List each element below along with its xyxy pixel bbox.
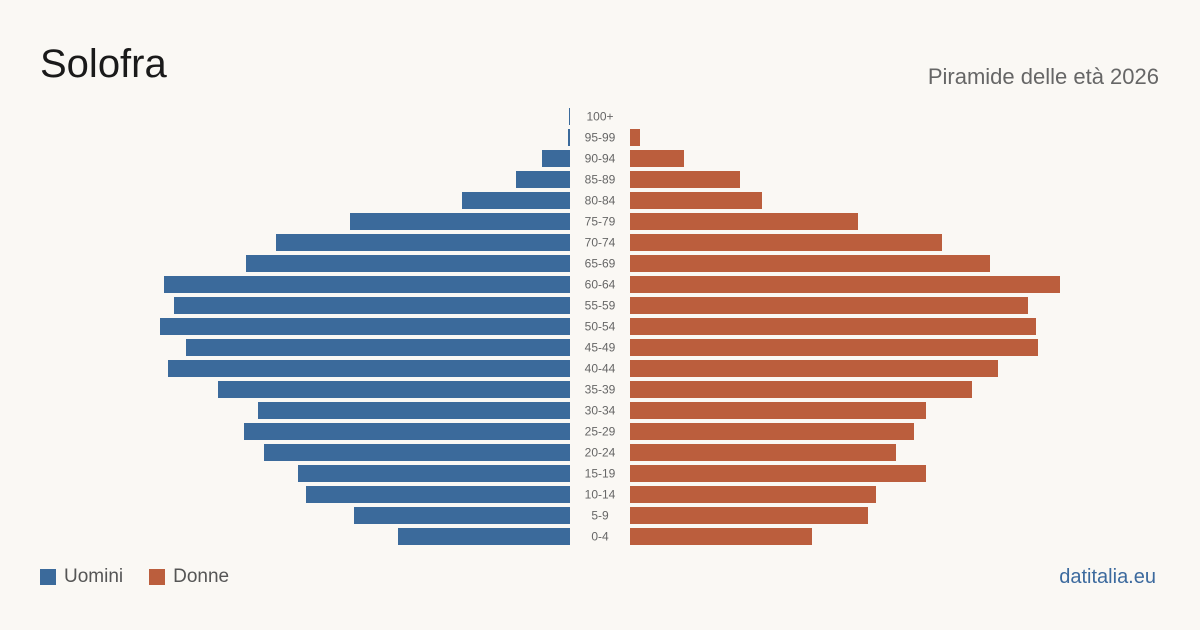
bar-men-30-34 [258, 402, 570, 419]
page-title: Solofra [40, 42, 167, 86]
bar-men-75-79 [350, 213, 570, 230]
brand-link[interactable]: datitalia.eu [1059, 566, 1156, 588]
legend-label-men: Uomini [64, 566, 124, 587]
bar-men-65-69 [246, 255, 570, 272]
bar-women-30-34 [630, 402, 926, 419]
bar-men-60-64 [164, 276, 570, 293]
age-label-0-4: 0-4 [591, 530, 609, 544]
age-label-100+: 100+ [586, 110, 613, 124]
chart-subtitle: Piramide delle età 2026 [927, 64, 1159, 89]
age-label-20-24: 20-24 [585, 446, 616, 460]
bar-men-45-49 [186, 339, 570, 356]
bar-men-15-19 [298, 465, 570, 482]
bar-women-95-99 [630, 129, 640, 146]
bar-men-70-74 [276, 234, 570, 251]
bar-men-25-29 [244, 423, 570, 440]
bar-women-35-39 [630, 381, 972, 398]
legend-swatch-men [40, 569, 56, 585]
bar-women-15-19 [630, 465, 926, 482]
bar-men-50-54 [160, 318, 570, 335]
bar-women-85-89 [630, 171, 740, 188]
age-label-60-64: 60-64 [585, 278, 616, 292]
bar-women-70-74 [630, 234, 942, 251]
age-label-55-59: 55-59 [585, 299, 616, 313]
age-label-25-29: 25-29 [585, 425, 616, 439]
bar-men-90-94 [542, 150, 570, 167]
bar-women-50-54 [630, 318, 1036, 335]
age-label-80-84: 80-84 [585, 194, 616, 208]
legend-label-women: Donne [173, 566, 230, 587]
bar-women-45-49 [630, 339, 1038, 356]
age-label-95-99: 95-99 [585, 131, 616, 145]
bar-women-10-14 [630, 486, 876, 503]
bar-men-10-14 [306, 486, 570, 503]
bar-women-20-24 [630, 444, 896, 461]
legend-swatch-women [149, 569, 166, 585]
bar-men-100+ [569, 108, 570, 125]
legend: Uomini Donne [40, 566, 255, 588]
bar-men-35-39 [218, 381, 570, 398]
bar-women-75-79 [630, 213, 858, 230]
bar-men-20-24 [264, 444, 570, 461]
bar-women-65-69 [630, 255, 990, 272]
bar-men-55-59 [174, 297, 570, 314]
age-label-5-9: 5-9 [591, 509, 609, 523]
age-label-70-74: 70-74 [585, 236, 616, 250]
age-label-30-34: 30-34 [585, 404, 616, 418]
bar-women-25-29 [630, 423, 914, 440]
bar-women-5-9 [630, 507, 868, 524]
bar-women-80-84 [630, 192, 762, 209]
age-label-75-79: 75-79 [585, 215, 616, 229]
age-label-15-19: 15-19 [585, 467, 616, 481]
age-label-90-94: 90-94 [585, 152, 616, 166]
age-label-50-54: 50-54 [585, 320, 616, 334]
bar-men-0-4 [398, 528, 570, 545]
bar-men-95-99 [568, 129, 570, 146]
bar-men-85-89 [516, 171, 570, 188]
bar-women-60-64 [630, 276, 1060, 293]
age-label-40-44: 40-44 [585, 362, 616, 376]
bar-men-80-84 [462, 192, 570, 209]
bar-men-5-9 [354, 507, 570, 524]
legend-item-men: Uomini [40, 566, 123, 588]
age-label-65-69: 65-69 [585, 257, 616, 271]
bar-women-90-94 [630, 150, 684, 167]
bar-women-55-59 [630, 297, 1028, 314]
bar-men-40-44 [168, 360, 570, 377]
bar-women-40-44 [630, 360, 998, 377]
bar-women-0-4 [630, 528, 812, 545]
age-label-35-39: 35-39 [585, 383, 616, 397]
age-label-85-89: 85-89 [585, 173, 616, 187]
legend-item-women: Donne [149, 566, 229, 588]
age-label-10-14: 10-14 [585, 488, 616, 502]
age-label-45-49: 45-49 [585, 341, 616, 355]
